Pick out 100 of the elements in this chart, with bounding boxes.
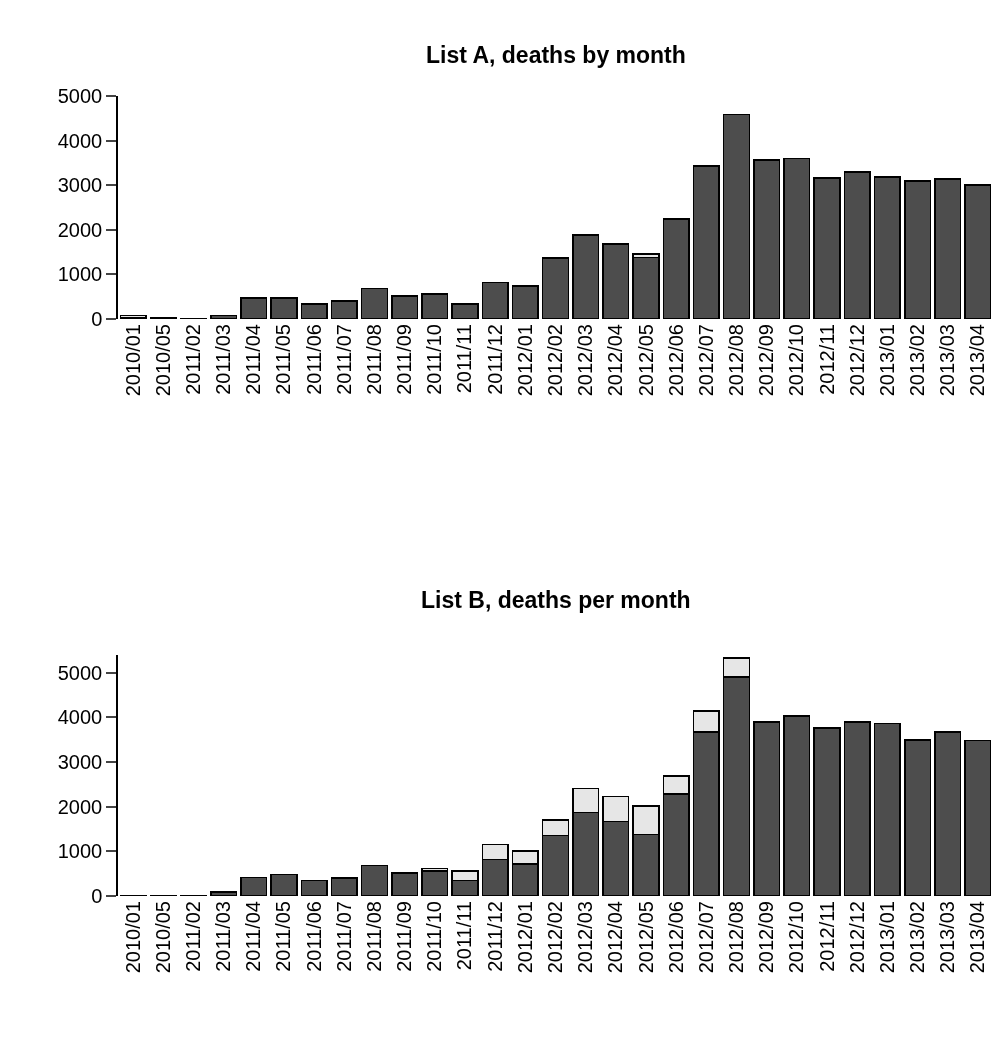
x-tick-label: 2011/02 [181, 324, 204, 395]
x-tick-label: 2012/05 [634, 324, 657, 397]
x-tick-label: 2013/02 [906, 901, 929, 974]
x-tick-label: 2011/11 [453, 901, 476, 971]
bar [873, 722, 901, 896]
y-tick-label: 3000 [57, 751, 103, 774]
x-tick-label: 2011/05 [272, 324, 295, 395]
bar [421, 870, 449, 896]
x-tick-label: 2012/05 [634, 901, 657, 974]
x-tick-label: 2012/11 [815, 901, 838, 972]
x-tick-label: 2011/12 [483, 324, 506, 395]
bar [783, 157, 811, 319]
x-tick-label: 2011/02 [181, 901, 204, 972]
y-tick-label: 0 [91, 885, 103, 907]
y-tick-label: 4000 [57, 706, 103, 729]
x-tick-label: 2011/11 [453, 324, 476, 394]
x-tick-label: 2012/03 [574, 324, 597, 397]
x-tick-label: 2011/03 [212, 324, 235, 395]
x-tick-label: 2011/07 [332, 901, 355, 972]
bar [511, 285, 539, 319]
y-tick-label: 5000 [57, 85, 103, 107]
bar [300, 303, 328, 319]
x-tick-label: 2011/05 [272, 901, 295, 972]
x-tick-label: 2012/08 [725, 901, 748, 974]
x-tick-label: 2011/06 [302, 324, 325, 395]
bar [753, 721, 781, 896]
x-tick-label: 2013/04 [966, 324, 989, 397]
x-tick-label: 2013/03 [936, 901, 959, 974]
bar [632, 256, 660, 319]
bar [873, 176, 901, 319]
y-tick-label: 1000 [57, 840, 103, 863]
bar [300, 879, 328, 896]
x-tick-label: 2011/04 [242, 324, 265, 395]
x-tick-label: 2011/06 [302, 901, 325, 972]
y-tick-label: 2000 [57, 795, 103, 818]
bar [391, 872, 419, 896]
bar [783, 715, 811, 896]
x-tick-label: 2012/07 [694, 324, 717, 397]
bar [451, 303, 479, 319]
y-tick-label: 1000 [57, 263, 103, 286]
y-tick-label: 5000 [57, 661, 103, 684]
x-tick-label: 2013/04 [966, 901, 989, 974]
bar [330, 300, 358, 319]
bar [843, 721, 871, 896]
x-tick-label: 2011/09 [393, 901, 416, 972]
x-tick-label: 2011/09 [393, 324, 416, 395]
bar [240, 297, 268, 319]
bar [481, 281, 509, 319]
bar [722, 113, 751, 319]
bar [360, 864, 389, 896]
x-tick-label: 2012/07 [694, 901, 717, 974]
bar [210, 314, 238, 319]
x-tick-label: 2012/08 [725, 324, 748, 397]
bar [421, 293, 449, 319]
bar [360, 287, 389, 319]
x-tick-label: 2011/04 [242, 901, 265, 972]
bar [813, 177, 841, 319]
x-tick-label: 2012/02 [544, 324, 566, 397]
x-tick-label: 2012/09 [755, 901, 778, 974]
x-tick-label: 2013/03 [936, 324, 959, 397]
bar [904, 180, 932, 319]
x-tick-label: 2010/01 [121, 901, 144, 974]
bar [904, 739, 932, 896]
bar [270, 297, 298, 319]
bar [843, 171, 871, 319]
x-tick-label: 2013/01 [875, 901, 898, 974]
x-tick-label: 2012/04 [604, 901, 627, 974]
x-tick-label: 2012/01 [513, 901, 536, 974]
x-tick-label: 2011/10 [423, 901, 446, 972]
x-tick-label: 2012/06 [664, 324, 687, 397]
y-tick-label: 3000 [57, 174, 103, 197]
bar [813, 727, 841, 896]
x-tick-label: 2012/10 [785, 901, 808, 974]
x-tick-label: 2011/12 [483, 901, 506, 972]
bar [391, 295, 419, 319]
x-tick-label: 2012/03 [574, 901, 597, 974]
x-tick-label: 2012/12 [845, 901, 868, 974]
bar [753, 159, 781, 319]
x-tick-label: 2011/07 [332, 324, 355, 395]
bar [572, 234, 600, 319]
x-tick-label: 2011/08 [362, 324, 385, 395]
chart-title: List A, deaths by month [426, 42, 686, 68]
bar [602, 243, 630, 319]
bar [934, 731, 962, 896]
x-tick-label: 2013/02 [906, 324, 929, 397]
x-tick-label: 2011/03 [212, 901, 235, 972]
bar [210, 891, 238, 896]
x-tick-label: 2012/01 [513, 324, 536, 397]
x-tick-label: 2010/01 [121, 324, 144, 397]
x-tick-label: 2012/06 [664, 901, 687, 974]
bar [662, 218, 690, 319]
x-tick-label: 2011/08 [362, 901, 385, 972]
bar [692, 165, 720, 319]
chart-title: List B, deaths per month [421, 587, 691, 613]
x-tick-label: 2012/12 [845, 324, 868, 397]
bar [270, 873, 298, 896]
x-tick-label: 2011/10 [423, 324, 446, 395]
bar [964, 184, 992, 319]
x-tick-label: 2013/01 [875, 324, 898, 397]
bar [330, 877, 358, 896]
